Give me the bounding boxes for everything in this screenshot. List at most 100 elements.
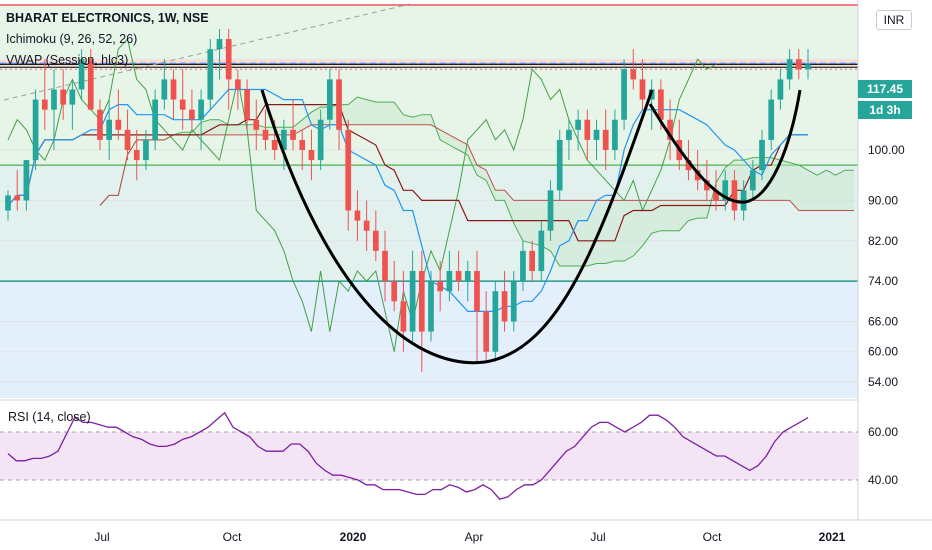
candle-body	[492, 291, 499, 352]
candle-body	[418, 271, 425, 332]
candle-body	[299, 139, 306, 150]
trend-line	[3, 3, 411, 101]
symbol-title[interactable]: BHARAT ELECTRONICS, 1W, NSE	[6, 11, 209, 25]
candle-body	[400, 301, 407, 332]
price-tick-label: 54.00	[868, 375, 898, 389]
time-tick-label: Jul	[590, 530, 605, 544]
candle-body	[253, 119, 260, 130]
candle-body	[713, 190, 719, 201]
candle-body	[326, 79, 333, 120]
candle-body	[244, 89, 250, 120]
candle-body	[704, 180, 710, 191]
candle-body	[795, 59, 802, 70]
candle-body	[281, 129, 287, 150]
candle-body	[584, 119, 591, 140]
candle-body	[51, 89, 57, 110]
candle-body	[694, 170, 701, 181]
candle-body	[501, 291, 508, 322]
price-tick-label: 100.00	[868, 143, 905, 157]
vwap-legend[interactable]: VWAP (Session, hlc3)	[6, 53, 129, 67]
rsi-tick-label: 60.00	[868, 425, 898, 439]
candle-body	[290, 129, 296, 140]
price-tick-label: 60.00	[868, 345, 898, 359]
bar-countdown-label: 1d 3h	[858, 101, 912, 119]
candle-body	[317, 119, 324, 161]
candle-body	[106, 119, 112, 140]
candle-body	[575, 119, 581, 130]
currency-button[interactable]: INR	[876, 10, 912, 30]
time-tick-label: Oct	[223, 530, 242, 544]
candle-body	[372, 230, 379, 251]
candle-body	[235, 79, 241, 90]
candle-body	[115, 119, 122, 130]
candle-body	[685, 160, 692, 171]
candle-body	[87, 59, 94, 110]
candle-body	[612, 119, 618, 150]
candle-body	[547, 190, 554, 231]
candle-body	[345, 129, 352, 211]
rsi-tick-label: 40.00	[868, 473, 898, 487]
candle-body	[97, 109, 103, 140]
candle-body	[308, 150, 315, 161]
candle-body	[336, 79, 342, 130]
candle-body	[749, 170, 756, 191]
candle-body	[483, 311, 490, 352]
tenkan-sen-line	[7, 88, 808, 312]
resistance-zone-fill	[0, 59, 858, 68]
time-tick-label: 2021	[819, 530, 846, 544]
candle-body	[216, 39, 223, 50]
candle-body	[805, 64, 811, 70]
candle-body	[464, 271, 471, 282]
candle-body	[602, 129, 609, 150]
candle-body	[446, 271, 453, 292]
time-tick-label: Oct	[703, 530, 722, 544]
handle-annotation	[648, 89, 802, 204]
rsi-legend[interactable]: RSI (14, close)	[8, 410, 91, 424]
candle-body	[510, 281, 517, 322]
candle-body	[133, 150, 140, 161]
candle-body	[363, 220, 370, 231]
price-tick-label: 74.00	[868, 274, 898, 288]
last-price-label: 117.45	[858, 80, 912, 98]
time-tick-label: Jul	[94, 530, 109, 544]
candle-body	[759, 139, 765, 171]
candle-body	[382, 250, 388, 282]
senkou-span-a-line	[99, 96, 854, 267]
candle-body	[786, 59, 793, 80]
candle-body	[60, 89, 67, 105]
chart-legend: BHARAT ELECTRONICS, 1W, NSE Ichimoku (9,…	[6, 8, 209, 71]
candle-body	[189, 109, 195, 120]
rsi-band	[0, 432, 858, 480]
candle-body	[520, 250, 526, 282]
candle-body	[170, 79, 177, 100]
ichimoku-legend[interactable]: Ichimoku (9, 26, 52, 26)	[6, 32, 138, 46]
candle-body	[639, 79, 646, 100]
candle-body	[5, 195, 11, 211]
candle-body	[207, 49, 214, 100]
candle-body	[354, 210, 361, 221]
price-tick-label: 90.00	[868, 193, 898, 207]
candle-body	[23, 160, 30, 201]
candle-body	[777, 79, 784, 100]
candle-body	[41, 99, 48, 110]
candle-body	[78, 59, 85, 90]
candle-body	[768, 99, 775, 140]
candle-body	[161, 79, 168, 100]
candle-body	[198, 99, 204, 120]
candle-body	[14, 195, 21, 201]
candle-body	[179, 99, 186, 110]
candle-body	[740, 190, 747, 211]
candle-body	[556, 139, 563, 191]
candle-body	[667, 119, 673, 140]
candle-body	[621, 69, 627, 120]
candle-body	[32, 99, 39, 161]
candle-body	[437, 281, 444, 292]
kijun-sen-line	[7, 104, 808, 242]
candle-body	[391, 281, 398, 302]
candle-body	[271, 139, 278, 150]
candle-body	[143, 139, 149, 161]
candle-body	[474, 271, 480, 312]
candle-body	[566, 129, 572, 140]
